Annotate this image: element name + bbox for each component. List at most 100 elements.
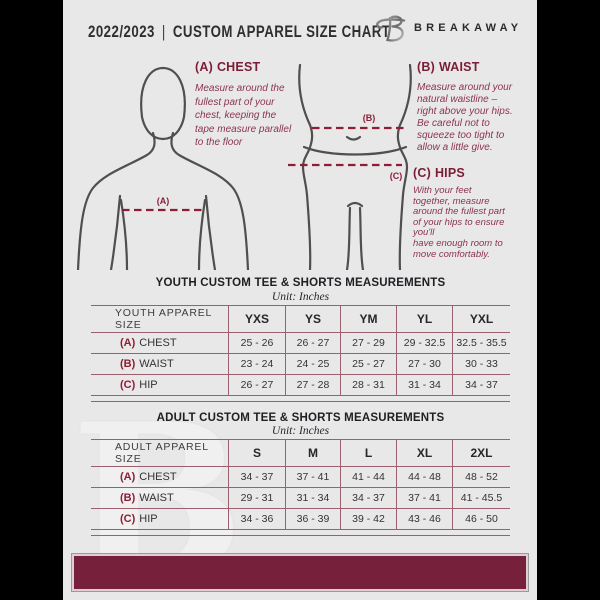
hips-line-label: (C) xyxy=(390,171,403,181)
size-column-header: YM xyxy=(340,306,396,332)
size-column-header: YL xyxy=(396,306,452,332)
edition-text: 2022/2023 xyxy=(88,22,155,41)
size-value: 46 - 50 xyxy=(452,509,510,529)
size-value: 34 - 37 xyxy=(340,488,396,508)
table-bottom-rule xyxy=(91,529,510,536)
letterbox-right xyxy=(537,0,600,600)
breakaway-logo-icon xyxy=(376,15,406,42)
table-row-chest: (A) CHEST 25 - 26 26 - 27 27 - 29 29 - 32… xyxy=(91,332,510,353)
chest-guide-key: (A) xyxy=(195,60,213,74)
size-value: 30 - 33 xyxy=(452,354,510,374)
size-value: 41 - 45.5 xyxy=(452,488,510,508)
title-separator: | xyxy=(161,22,166,41)
page-title: 2022/2023 | CUSTOM APPAREL SIZE CHART xyxy=(88,22,390,42)
row-label-cell: (B) WAIST xyxy=(91,488,228,508)
youth-table-unit: Unit: Inches xyxy=(271,291,330,303)
row-label-cell: (A) CHEST xyxy=(91,467,228,487)
hips-guide: (C) HIPS With your feet together, measure… xyxy=(413,166,531,260)
row-key: (A) xyxy=(120,471,136,483)
row-label: CHEST xyxy=(139,471,177,483)
row-label-cell: (B) WAIST xyxy=(91,354,228,374)
size-value: 28 - 31 xyxy=(340,375,396,395)
size-value: 27 - 29 xyxy=(340,333,396,353)
size-value: 36 - 39 xyxy=(285,509,340,529)
waist-guide-key: (B) xyxy=(417,60,435,74)
row-label: CHEST xyxy=(139,337,177,349)
row-label: HIP xyxy=(139,379,158,391)
youth-table-header-row: YOUTH APPAREL SIZE YXS YS YM YL YXL xyxy=(91,305,510,332)
footer-bar xyxy=(72,554,528,591)
table-row-waist: (B) WAIST 23 - 24 24 - 25 25 - 27 27 - 30… xyxy=(91,353,510,374)
youth-table-header-label: YOUTH APPAREL SIZE xyxy=(115,307,212,331)
chest-guide-text: Measure around the fullest part of your … xyxy=(195,83,292,148)
size-value: 48 - 52 xyxy=(452,467,510,487)
waist-guide-name: WAIST xyxy=(438,60,480,74)
measure-dashed-lines xyxy=(122,126,408,212)
chest-guide-heading: (A) CHEST xyxy=(195,60,315,74)
row-label-cell: (C) HIP xyxy=(91,509,228,529)
row-label: WAIST xyxy=(139,492,174,504)
adult-size-table: ADULT APPAREL SIZE S M L XL 2XL (A) CHEST… xyxy=(91,439,510,536)
table-row-hip: (C) HIP 26 - 27 27 - 28 28 - 31 31 - 34 3… xyxy=(91,374,510,395)
table-row-chest: (A) CHEST 34 - 37 37 - 41 41 - 44 44 - 48… xyxy=(91,466,510,487)
hips-guide-key: (C) xyxy=(413,166,431,180)
waist-guide-heading: (B) WAIST xyxy=(417,60,532,74)
size-column-header: YXL xyxy=(452,306,510,332)
size-value: 29 - 32.5 xyxy=(396,333,452,353)
size-value: 24 - 25 xyxy=(285,354,340,374)
size-value: 26 - 27 xyxy=(285,333,340,353)
torso-outline xyxy=(76,63,412,270)
row-key: (B) xyxy=(120,492,136,504)
size-column-header: S xyxy=(228,440,285,466)
size-column-header: L xyxy=(340,440,396,466)
adult-table-unit: Unit: Inches xyxy=(271,425,330,437)
row-label: WAIST xyxy=(139,358,174,370)
table-bottom-rule xyxy=(91,395,510,402)
size-chart-page: B 2022/2023 | CUSTOM APPAREL SIZE CHART BR… xyxy=(63,0,537,600)
chest-guide-name: CHEST xyxy=(216,60,261,74)
size-value: 32.5 - 35.5 xyxy=(452,333,510,353)
youth-size-table: YOUTH APPAREL SIZE YXS YS YM YL YXL (A) C… xyxy=(91,305,510,402)
size-value: 27 - 30 xyxy=(396,354,452,374)
letterbox-left xyxy=(0,0,63,600)
size-value: 39 - 42 xyxy=(340,509,396,529)
size-value: 29 - 31 xyxy=(228,488,285,508)
size-value: 44 - 48 xyxy=(396,467,452,487)
size-column-header: M xyxy=(285,440,340,466)
size-column-header: 2XL xyxy=(452,440,510,466)
size-column-header: YXS xyxy=(228,306,285,332)
row-key: (C) xyxy=(120,513,136,525)
waist-line-label: (B) xyxy=(363,113,376,123)
brand-name: BREAKAWAY xyxy=(414,22,523,34)
waist-guide-text: Measure around your natural waistline – … xyxy=(417,82,513,153)
hips-guide-name: HIPS xyxy=(434,166,465,180)
size-value: 31 - 34 xyxy=(285,488,340,508)
size-value: 27 - 28 xyxy=(285,375,340,395)
size-value: 43 - 46 xyxy=(396,509,452,529)
adult-table-title: ADULT CUSTOM TEE & SHORTS MEASUREMENTS xyxy=(156,412,445,424)
chest-guide: (A) CHEST Measure around the fullest part… xyxy=(195,60,315,150)
brand: BREAKAWAY xyxy=(374,14,522,42)
size-value: 34 - 37 xyxy=(228,467,285,487)
size-column-header: XL xyxy=(396,440,452,466)
size-value: 26 - 27 xyxy=(228,375,285,395)
row-key: (A) xyxy=(120,337,136,349)
size-value: 25 - 26 xyxy=(228,333,285,353)
size-value: 31 - 34 xyxy=(396,375,452,395)
size-value: 37 - 41 xyxy=(396,488,452,508)
size-value: 23 - 24 xyxy=(228,354,285,374)
hips-guide-text: With your feet together, measure around … xyxy=(413,185,505,260)
waist-guide: (B) WAIST Measure around your natural wai… xyxy=(417,60,532,154)
row-key: (B) xyxy=(120,358,136,370)
table-row-waist: (B) WAIST 29 - 31 31 - 34 34 - 37 37 - 41… xyxy=(91,487,510,508)
row-key: (C) xyxy=(120,379,136,391)
size-value: 34 - 36 xyxy=(228,509,285,529)
row-label: HIP xyxy=(139,513,158,525)
adult-table-header-row: ADULT APPAREL SIZE S M L XL 2XL xyxy=(91,439,510,466)
size-value: 41 - 44 xyxy=(340,467,396,487)
adult-table-header-label: ADULT APPAREL SIZE xyxy=(115,441,209,465)
chest-line-label: (A) xyxy=(157,196,170,206)
size-value: 34 - 37 xyxy=(452,375,510,395)
size-column-header: YS xyxy=(285,306,340,332)
hips-guide-heading: (C) HIPS xyxy=(413,166,531,180)
